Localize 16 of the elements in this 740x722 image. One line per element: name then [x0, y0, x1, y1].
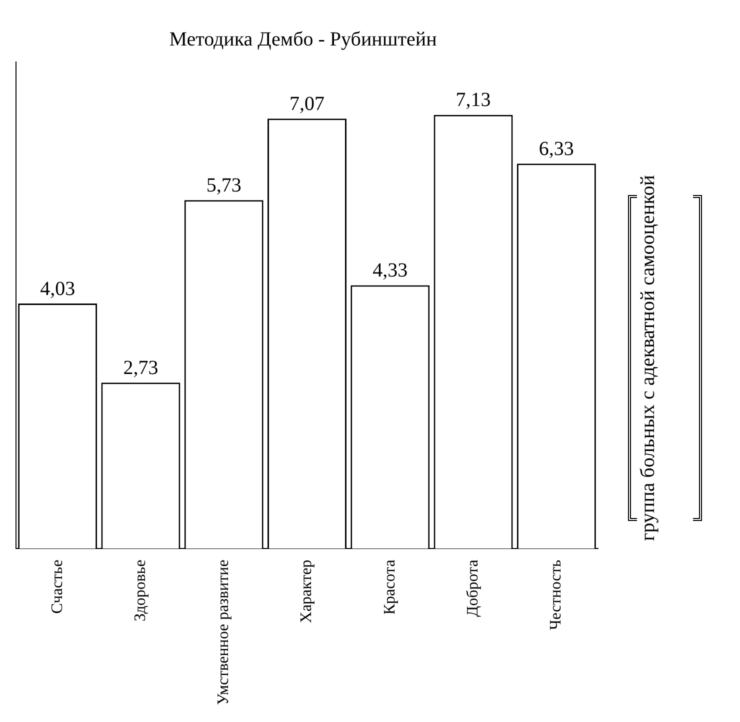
- x-tick-label: Честность: [548, 560, 565, 630]
- data-label: 6,33: [538, 138, 574, 160]
- text: группа больных с адекватной самооценкой: [637, 175, 693, 541]
- x-tick-label: Характер: [298, 560, 316, 624]
- x-tick-label: Доброта: [464, 560, 482, 617]
- data-label: 2,73: [123, 356, 158, 379]
- data-label: 4,03: [40, 278, 76, 300]
- data-label: 7,07: [290, 92, 324, 115]
- x-tick-label: Счастье: [48, 560, 66, 614]
- x-tick-label: Красота: [381, 560, 398, 615]
- data-label: 5,73: [206, 174, 242, 196]
- data-label: 7,13: [456, 89, 491, 112]
- chart-title: Методика Дембо - Рубинштейн: [169, 28, 438, 50]
- x-tick-label: Здоровье: [132, 560, 149, 622]
- x-tick-label: Умственное развитие: [215, 560, 232, 706]
- data-label: 4,33: [372, 260, 408, 282]
